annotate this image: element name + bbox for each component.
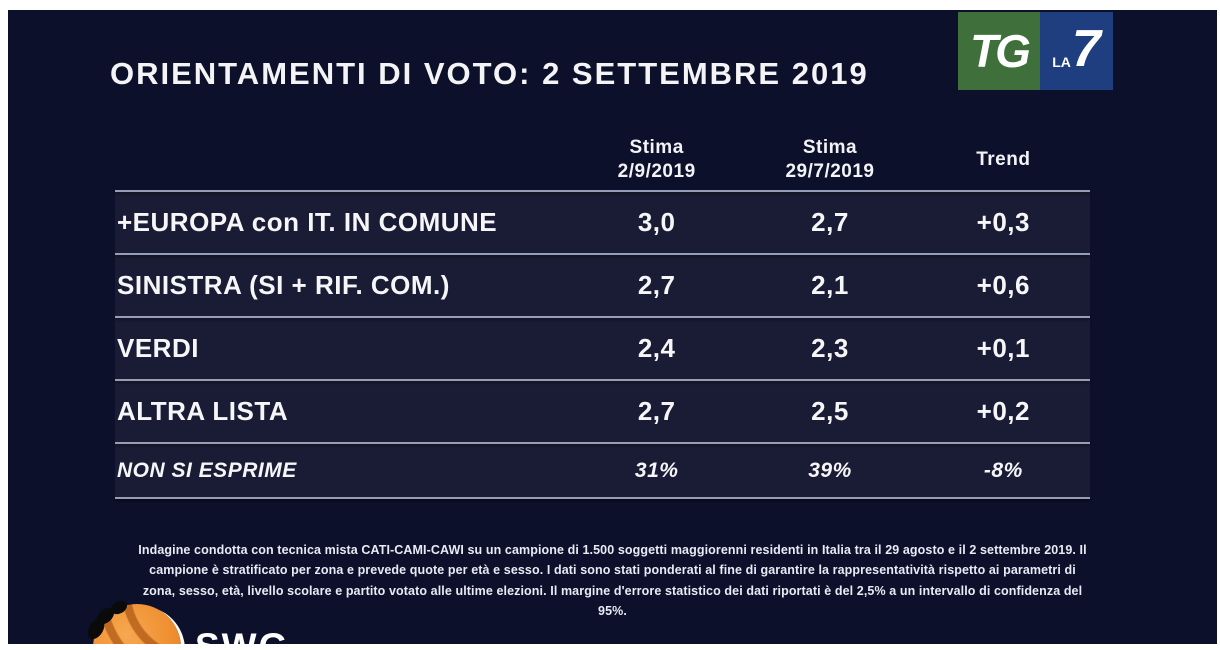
table-divider xyxy=(115,253,1090,255)
la7-logo-seven-text: 7 xyxy=(1071,20,1101,78)
stima-previous-value: 2,5 xyxy=(811,396,849,426)
trend-value: +0,3 xyxy=(976,207,1030,237)
poll-table: Stima 2/9/2019 Stima 29/7/2019 Trend +EU… xyxy=(115,130,1090,499)
la7-logo-icon: LA 7 xyxy=(1040,12,1113,90)
party-label: +EUROPA con IT. IN COMUNE xyxy=(117,207,498,237)
table-row-europa: +EUROPA con IT. IN COMUNE 3,0 2,7 +0,3 xyxy=(115,192,1090,253)
column-header-line2: 2/9/2019 xyxy=(617,161,696,182)
trend-value: -8% xyxy=(983,458,1023,482)
tg-logo-text: TG xyxy=(970,25,1031,77)
column-header-line2: 29/7/2019 xyxy=(785,161,875,182)
stima-previous-value: 39% xyxy=(808,458,852,482)
stima-current-value: 2,4 xyxy=(637,333,676,363)
party-label: NON SI ESPRIME xyxy=(117,458,297,482)
trend-value: +0,6 xyxy=(976,270,1030,300)
poll-graphic-panel: ORIENTAMENTI DI VOTO: 2 SETTEMBRE 2019 T… xyxy=(8,10,1217,644)
stima-current-value: 2,7 xyxy=(637,396,676,426)
swg-globe-icon xyxy=(84,598,181,644)
la7-logo-la-text: LA xyxy=(1052,54,1071,70)
stima-previous-value: 2,7 xyxy=(811,207,849,237)
column-header-trend: Trend xyxy=(917,148,1090,172)
stima-current-value: 31% xyxy=(634,458,679,482)
stima-previous-value: 2,1 xyxy=(811,270,849,300)
table-row-non-si-esprime: NON SI ESPRIME 31% 39% -8% xyxy=(115,444,1090,497)
column-header-stima-previous: Stima 29/7/2019 xyxy=(743,136,916,184)
table-row-sinistra: SINISTRA (SI + RIF. COM.) 2,7 2,1 +0,6 xyxy=(115,255,1090,316)
column-header-line1: Stima xyxy=(629,137,684,159)
stima-current-value: 3,0 xyxy=(637,207,676,237)
party-label: VERDI xyxy=(117,333,199,363)
column-header-stima-current: Stima 2/9/2019 xyxy=(570,136,743,184)
table-divider xyxy=(115,442,1090,444)
methodology-footnote: Indagine condotta con tecnica mista CATI… xyxy=(138,543,1087,618)
trend-value: +0,1 xyxy=(976,333,1030,363)
stima-previous-value: 2,3 xyxy=(811,333,849,363)
table-divider xyxy=(115,497,1090,499)
stima-current-value: 2,7 xyxy=(637,270,676,300)
column-header-line1: Stima xyxy=(802,137,858,159)
trend-value: +0,2 xyxy=(976,396,1030,426)
party-label: ALTRA LISTA xyxy=(117,396,289,426)
swg-logo: SWG xyxy=(84,598,289,644)
column-header-line1: Trend xyxy=(976,149,1031,171)
table-divider xyxy=(115,316,1090,318)
tg-la7-logo: TG LA 7 xyxy=(958,12,1113,90)
table-row-verdi: VERDI 2,4 2,3 +0,1 xyxy=(115,318,1090,379)
table-header-row: Stima 2/9/2019 Stima 29/7/2019 Trend xyxy=(115,130,1090,190)
table-divider xyxy=(115,379,1090,381)
table-divider xyxy=(115,190,1090,192)
tg-logo-icon: TG xyxy=(958,12,1040,90)
table-row-altra-lista: ALTRA LISTA 2,7 2,5 +0,2 xyxy=(115,381,1090,442)
party-label: SINISTRA (SI + RIF. COM.) xyxy=(117,270,450,300)
page-title: ORIENTAMENTI DI VOTO: 2 SETTEMBRE 2019 xyxy=(110,56,869,91)
swg-logo-text: SWG xyxy=(195,626,289,644)
